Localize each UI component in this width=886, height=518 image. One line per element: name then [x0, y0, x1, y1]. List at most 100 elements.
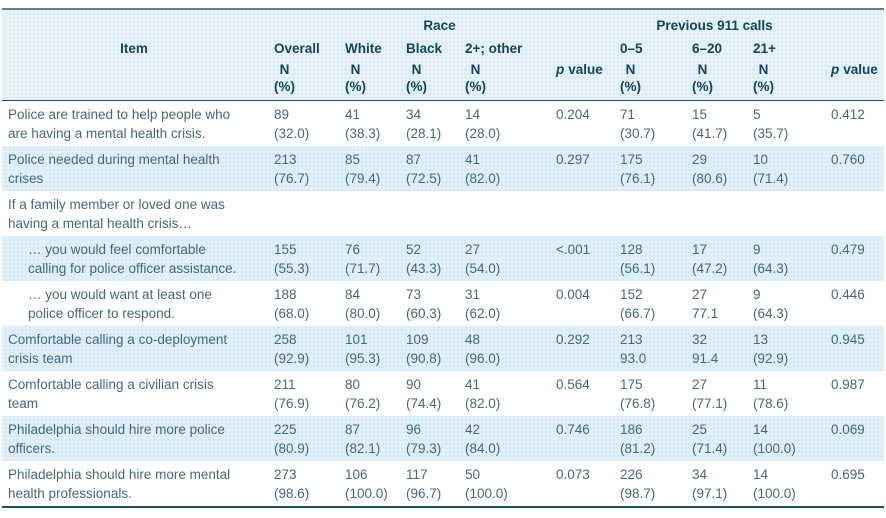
table-row: Police needed during mental health crise…	[2, 146, 884, 191]
overall-n-pct-cell: 188 (68.0)	[274, 287, 310, 321]
black-n-pct-cell: 87 (72.5)	[406, 152, 442, 186]
overall-n-pct-cell: 89 (32.0)	[274, 107, 310, 141]
pct-label: (%)	[753, 79, 774, 94]
table-row: If a family member or loved one was havi…	[2, 191, 884, 236]
calls-21-plus-n-pct-cell: 14 (100.0)	[753, 422, 796, 456]
header-subrow: N (%) N (%) N (%) N (%) p value N (%) N (%) N (%…	[2, 61, 884, 97]
calls-6-20-n-pct-cell: 17 (47.2)	[692, 242, 728, 276]
other-race-n-pct-cell: 27 (54.0)	[465, 242, 501, 276]
white-n-pct-cell: 85 (79.4)	[345, 152, 381, 186]
n-label: N	[279, 62, 290, 77]
n-label: N	[411, 62, 422, 77]
calls-6-20-n-pct-cell: 34 (97.1)	[692, 467, 728, 501]
header-spacer	[542, 15, 612, 36]
item-label: Philadelphia should hire more police off…	[8, 422, 225, 456]
calls-0-5-n-pct-cell: 226 (98.7)	[620, 467, 656, 501]
white-column-header: White	[345, 41, 382, 56]
item-label: Philadelphia should hire more mental hea…	[8, 467, 231, 501]
other-race-n-pct-cell: 50 (100.0)	[465, 467, 508, 501]
table-row: Comfortable calling a civilian crisis te…	[2, 371, 884, 416]
black-n-pct-cell: 73 (60.3)	[406, 287, 442, 321]
calls-6-20-n-pct-cell: 32 91.4	[692, 332, 719, 366]
overall-n-pct-cell: 258 (92.9)	[274, 332, 310, 366]
calls-21-plus-n-pct-cell: 10 (71.4)	[753, 152, 789, 186]
calls-p-value-cell: 0.987	[831, 377, 865, 392]
overall-n-pct-cell: 155 (55.3)	[274, 242, 310, 276]
white-n-pct-cell	[337, 195, 398, 233]
table-row: Philadelphia should hire more police off…	[2, 416, 884, 461]
calls-p-value-cell: 0.069	[831, 422, 865, 437]
p-value-column-header: p value	[542, 61, 612, 95]
item-column-header: Item	[120, 41, 148, 56]
overall-n-pct-cell: 213 (76.7)	[274, 152, 310, 186]
calls-p-value-cell: 0.446	[831, 287, 865, 302]
other-race-n-pct-cell: 41 (82.0)	[465, 152, 501, 186]
calls-p-value-cell: 0.945	[831, 332, 865, 347]
race-p-value-cell: 0.297	[556, 152, 590, 167]
race-p-value-cell: 0.564	[556, 377, 590, 392]
calls-6-20-n-pct-cell: 27 (77.1)	[692, 377, 728, 411]
n-label: N	[697, 62, 708, 77]
calls-6-20-n-pct-cell: 29 (80.6)	[692, 152, 728, 186]
pct-label: (%)	[345, 79, 366, 94]
header-spacer	[817, 15, 884, 36]
other-race-n-pct-cell: 41 (82.0)	[465, 377, 501, 411]
race-p-value-cell: 0.004	[556, 287, 590, 302]
n-pct-subheader: N (%)	[398, 61, 457, 95]
race-p-value-cell: 0.746	[556, 422, 590, 437]
table-row: Comfortable calling a co-deployment cris…	[2, 326, 884, 371]
n-label: N	[470, 62, 481, 77]
table-row: Police are trained to help people who ar…	[2, 101, 884, 146]
calls-0-5-column-header: 0–5	[620, 41, 643, 56]
item-label: Police are trained to help people who ar…	[8, 107, 231, 141]
p-value-word-label: value	[843, 62, 878, 77]
calls-p-value-cell: 0.412	[831, 107, 865, 122]
pct-label: (%)	[465, 79, 486, 94]
calls-0-5-n-pct-cell: 175 (76.8)	[620, 377, 656, 411]
calls-0-5-n-pct-cell: 71 (30.7)	[620, 107, 656, 141]
calls-6-20-n-pct-cell: 15 (41.7)	[692, 107, 728, 141]
table-body: Police are trained to help people who ar…	[2, 101, 884, 506]
race-p-value-cell: <.001	[556, 242, 591, 257]
calls-0-5-n-pct-cell: 128 (56.1)	[620, 242, 656, 276]
calls-p-value-cell: 0.479	[831, 242, 865, 257]
header-spacer	[2, 61, 266, 95]
calls-p-value-cell: 0.695	[831, 467, 865, 482]
white-n-pct-cell: 84 (80.0)	[345, 287, 381, 321]
table-row: … you would want at least one police off…	[2, 281, 884, 326]
calls-6-20-n-pct-cell: 25 (71.4)	[692, 422, 728, 456]
white-n-pct-cell: 87 (82.1)	[345, 422, 381, 456]
calls-21-plus-n-pct-cell: 13 (92.9)	[753, 332, 789, 366]
black-n-pct-cell: 117 (96.7)	[406, 467, 442, 501]
survey-results-table: Race Previous 911 calls Item Overall Whi…	[2, 8, 884, 508]
calls-6-20-column-header: 6–20	[692, 41, 723, 56]
black-n-pct-cell: 109 (90.8)	[406, 332, 442, 366]
n-pct-subheader: N (%)	[684, 61, 745, 95]
black-n-pct-cell: 34 (28.1)	[406, 107, 442, 141]
header-group-row: Race Previous 911 calls	[2, 15, 884, 36]
race-p-value-cell	[542, 195, 612, 233]
other-race-n-pct-cell: 31 (62.0)	[465, 287, 501, 321]
p-value-column-header: p value	[817, 61, 884, 95]
header-label-row: Item Overall White Black 2+; other 0–5 6…	[2, 36, 884, 61]
item-label: … you would want at least one police off…	[28, 287, 212, 321]
header-spacer	[266, 15, 337, 36]
pct-label: (%)	[406, 79, 427, 94]
calls-0-5-n-pct-cell	[612, 195, 684, 233]
calls-0-5-n-pct-cell: 175 (76.1)	[620, 152, 656, 186]
race-p-value-cell: 0.073	[556, 467, 590, 482]
calls-21-plus-n-pct-cell: 11 (78.6)	[753, 377, 789, 411]
pct-label: (%)	[692, 79, 713, 94]
item-label: Police needed during mental health crise…	[8, 152, 220, 186]
other-race-n-pct-cell: 48 (96.0)	[465, 332, 501, 366]
previous-911-calls-group-header: Previous 911 calls	[656, 18, 773, 33]
white-n-pct-cell: 76 (71.7)	[345, 242, 381, 276]
table-row: Philadelphia should hire more mental hea…	[2, 461, 884, 506]
black-n-pct-cell	[398, 195, 457, 233]
pct-label: (%)	[620, 79, 641, 94]
header-spacer	[542, 36, 612, 61]
n-label: N	[758, 62, 769, 77]
header-spacer	[817, 36, 884, 61]
calls-21-plus-n-pct-cell: 9 (64.3)	[753, 287, 789, 321]
race-p-value-cell: 0.204	[556, 107, 590, 122]
